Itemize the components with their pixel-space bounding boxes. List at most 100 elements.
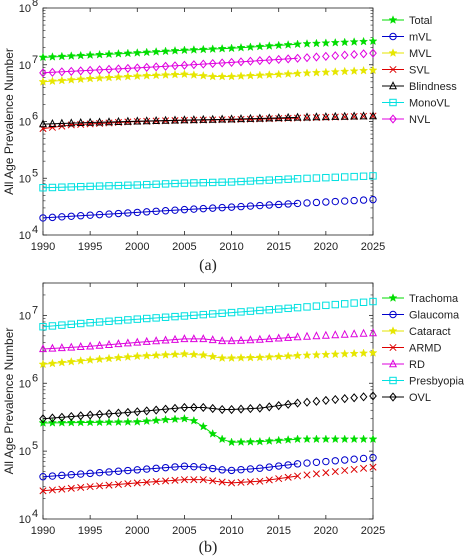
data-point [48,213,57,222]
data-point [246,465,255,473]
legend-label: Cataract [409,326,451,338]
data-point [170,46,180,55]
legend: Trachoma Glaucoma Cataract ARMD RD Presbyopia… [382,293,465,404]
data-point [152,207,160,215]
series-nvl [39,48,377,78]
y-tick-label: 10 [19,173,31,185]
x-tick-label: 1990 [31,241,55,253]
data-point [255,334,264,343]
data-point [86,410,94,420]
projected-point [312,198,321,207]
projected-point [368,434,378,444]
projected-point [331,300,339,309]
data-point [246,307,255,315]
data-point [264,41,274,50]
projected-point [322,173,330,182]
data-point [152,464,160,473]
data-point [227,353,237,362]
data-point [275,475,283,483]
data-point [67,212,75,220]
data-point [189,115,198,124]
y-tick-label: 10 [19,60,31,72]
data-point [161,463,170,472]
projected-point [349,434,359,444]
data-point [142,116,151,125]
projected-point [302,68,312,77]
plot-frame [42,282,374,520]
data-point [39,472,47,481]
legend-marker [389,392,397,402]
data-point [246,177,255,185]
data-point [171,312,179,321]
data-point [256,201,264,210]
data-point [264,352,274,361]
y-tick-label: 10 [19,310,31,322]
data-point [284,399,292,409]
data-point [114,181,123,190]
data-point [218,114,227,123]
data-point [151,70,161,80]
y-tick-label: 10 [19,230,31,242]
projected-point [340,37,350,47]
data-point [189,70,199,79]
projected-point [322,457,330,466]
data-point [66,417,76,427]
legend-label: NVL [409,114,430,126]
data-point [152,62,160,72]
data-point [133,63,142,73]
data-point [171,61,179,71]
data-point [284,332,293,341]
series-ovl [39,391,377,424]
data-point [245,352,255,362]
data-point [113,352,123,362]
data-point [152,180,160,188]
data-point [236,353,246,362]
data-point [170,69,180,79]
projected-point [312,396,321,406]
projected-point [350,393,358,403]
data-point [218,404,226,415]
data-point [199,114,208,123]
data-point [132,351,142,361]
data-point [256,56,264,66]
projected-point [340,329,349,338]
data-point [283,69,293,78]
legend-marker [389,343,397,352]
data-point [123,116,132,125]
projected-point [312,470,320,478]
data-point [274,435,284,445]
data-point [47,358,57,368]
data-point [161,313,170,321]
data-point [132,48,142,57]
data-point [95,409,104,419]
legend-label: OVL [409,392,431,404]
data-point [265,463,273,471]
series-line [42,307,298,328]
data-point [76,342,85,351]
data-point [180,60,189,70]
data-point [293,460,302,468]
data-point [255,436,265,446]
data-point [142,336,151,345]
projected-point [303,303,311,311]
data-point [161,70,171,79]
data-point [208,351,218,361]
projected-point [321,112,330,121]
data-point [293,39,303,49]
projected-point [321,38,331,47]
series-monovl [39,172,377,192]
data-point [67,342,76,351]
data-point [86,117,95,126]
data-point [105,409,113,419]
data-point [256,306,264,315]
data-point [199,334,208,343]
y-tick-exponent: 6 [32,111,38,123]
x-tick-label: 2010 [219,525,243,537]
data-point [105,468,113,476]
data-point [133,181,141,189]
data-point [113,49,123,58]
data-point [105,182,113,190]
data-point [255,352,265,362]
